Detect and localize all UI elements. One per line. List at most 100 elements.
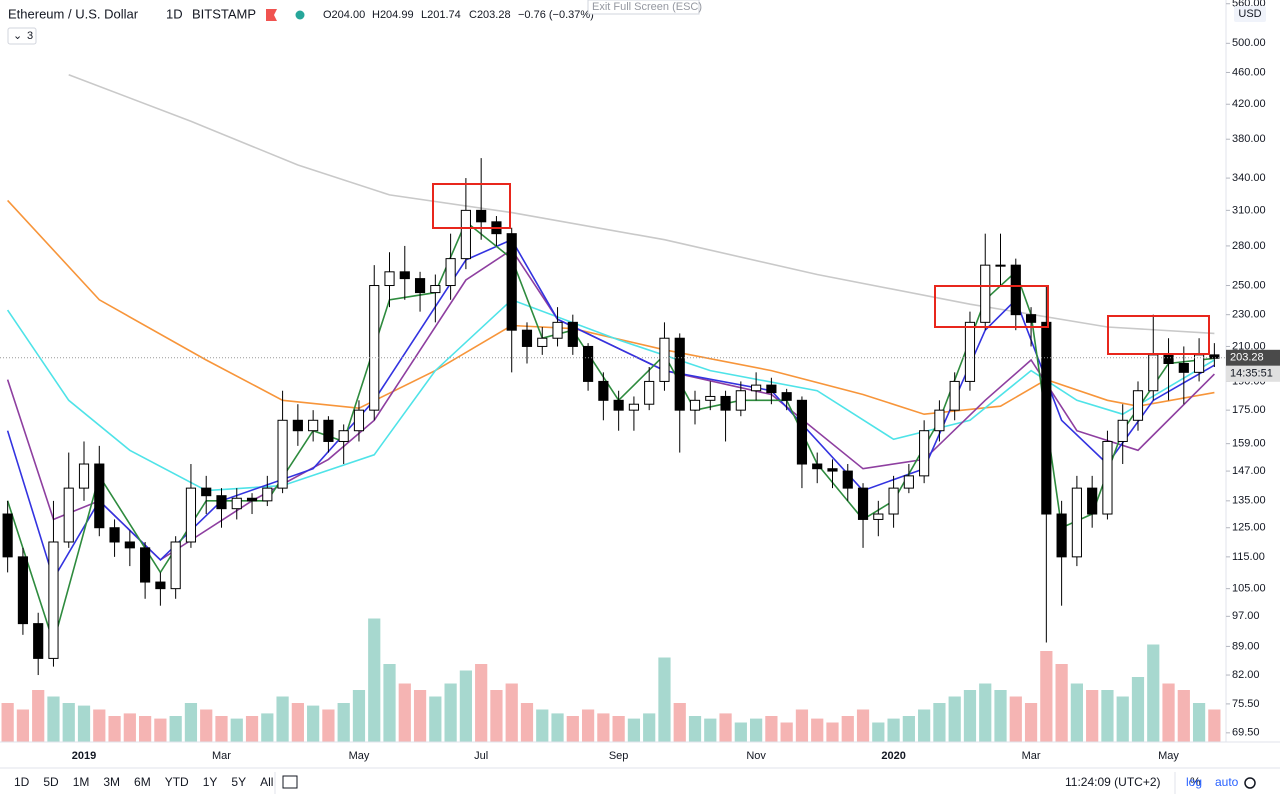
countdown-box	[1226, 365, 1280, 382]
volume-bar	[1147, 644, 1160, 742]
exit-fullscreen-button[interactable]	[587, 0, 700, 15]
candle-body	[613, 399, 624, 411]
scale-option[interactable]: auto	[1215, 775, 1239, 789]
range-button[interactable]: 5Y	[231, 775, 246, 789]
y-tick-label: 420.00	[1232, 98, 1266, 110]
range-button[interactable]: 1M	[73, 775, 90, 789]
candle-body	[1163, 354, 1174, 364]
candle-body	[644, 380, 655, 405]
range-button[interactable]: 3M	[103, 775, 120, 789]
y-tick-label: 560.00	[1232, 0, 1266, 10]
settings-icon[interactable]	[1244, 777, 1256, 789]
volume-bar	[1116, 696, 1129, 742]
candle-body	[1132, 390, 1144, 421]
y-tick-label: 380.00	[1232, 133, 1266, 145]
candle-body	[201, 487, 212, 497]
candle-body	[216, 495, 227, 510]
volume-bar	[108, 716, 121, 742]
range-button[interactable]: 6M	[134, 775, 151, 789]
volume-bar	[307, 705, 320, 742]
range-button[interactable]: 1D	[14, 775, 30, 789]
volume-bar	[948, 696, 961, 742]
scale-option[interactable]: log	[1186, 775, 1202, 789]
volume-bar	[47, 696, 60, 742]
candle-body	[246, 497, 258, 502]
symbol: Ethereum / U.S. Dollar	[8, 6, 139, 21]
y-tick-label: 89.00	[1232, 640, 1260, 652]
x-tick-label: May	[1158, 750, 1179, 762]
volume-bar	[16, 709, 30, 742]
candle-body	[552, 321, 563, 339]
indicator-toggle[interactable]	[7, 27, 37, 45]
candle-body	[170, 541, 181, 590]
ohlc-low: L201.74	[421, 9, 461, 21]
candle-body	[949, 380, 960, 411]
volume-bar	[826, 722, 839, 742]
flag-icon[interactable]	[266, 9, 277, 21]
volume-bar	[597, 713, 610, 742]
volume-bar	[383, 664, 396, 742]
volume-bar	[276, 696, 289, 742]
volume-bar	[459, 670, 472, 742]
volume-bar	[979, 683, 992, 742]
y-tick-label: 105.00	[1232, 583, 1266, 595]
candle-body	[689, 399, 701, 411]
range-button[interactable]: YTD	[165, 775, 189, 789]
compare-icon[interactable]	[282, 775, 298, 789]
x-tick-label: Nov	[746, 750, 766, 762]
y-tick-label: 97.00	[1232, 610, 1260, 622]
volume-bar	[1131, 677, 1145, 742]
candle-body	[1025, 314, 1037, 323]
candle-body	[109, 527, 120, 543]
volume-bar	[536, 709, 549, 742]
volume-bar	[994, 690, 1007, 742]
volume-bar	[933, 703, 946, 742]
candle-body	[476, 209, 487, 223]
y-tick-label: 125.00	[1232, 522, 1266, 534]
candle-body	[537, 337, 548, 347]
candle-body	[353, 409, 365, 432]
candle-body	[308, 419, 319, 432]
volume-bar	[1040, 651, 1053, 742]
volume-bar	[200, 709, 213, 742]
volume-bar	[413, 690, 427, 742]
candle-body	[17, 556, 28, 625]
candle-body	[1010, 264, 1021, 316]
highlight-box	[1107, 315, 1210, 355]
range-button[interactable]: 5D	[43, 775, 59, 789]
volume-bar	[963, 690, 977, 742]
volume-bar	[1055, 664, 1068, 742]
currency-box[interactable]	[1234, 6, 1266, 22]
last-price-box	[1226, 349, 1280, 366]
candle-body	[1178, 362, 1189, 373]
volume-bar	[887, 718, 900, 742]
candle-body	[445, 258, 456, 287]
last-price-label: 203.28	[1230, 352, 1264, 364]
volume-bar	[1192, 703, 1206, 742]
scale-option[interactable]: %	[1190, 775, 1201, 789]
volume-bar	[169, 716, 182, 742]
candle-body	[628, 403, 639, 411]
volume-bar	[658, 657, 671, 742]
volume-bar	[77, 705, 91, 742]
candle-body	[873, 513, 884, 520]
y-tick-label: 460.00	[1232, 66, 1266, 78]
volume-bar	[734, 722, 747, 742]
range-button[interactable]: All	[260, 775, 273, 789]
range-button[interactable]: 1Y	[203, 775, 218, 789]
volume-bar	[581, 709, 595, 742]
volume-bar	[1024, 703, 1038, 742]
volume-bar	[93, 709, 106, 742]
x-tick-label: 2019	[72, 750, 96, 762]
volume-bar	[566, 716, 579, 742]
volume-bar	[643, 713, 656, 742]
volume-bar	[505, 683, 518, 742]
volume-bar	[261, 713, 274, 742]
candle-body	[124, 541, 135, 549]
volume-bar	[184, 703, 198, 742]
candle-body	[1117, 419, 1128, 442]
x-tick-label: Mar	[1022, 750, 1041, 762]
y-tick-label: 210.00	[1232, 340, 1266, 352]
candle-body	[33, 623, 44, 659]
volume-bar	[245, 716, 259, 742]
